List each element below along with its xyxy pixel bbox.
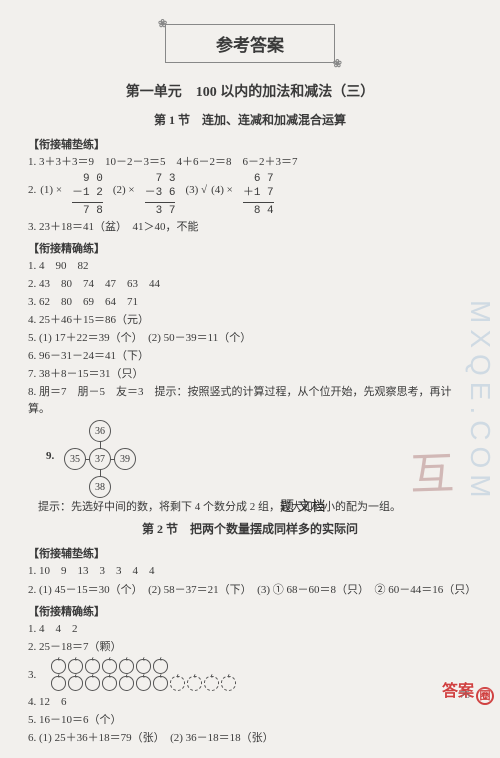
calc-top: 7 3	[145, 172, 176, 186]
apples-row1	[51, 659, 236, 674]
calc-res: 8 4	[243, 202, 274, 218]
apple-icon	[153, 659, 168, 674]
calc-top: 9 0	[72, 172, 103, 186]
s1-q9-label: 9.	[46, 450, 54, 462]
section2-group2-label: 【衔接精确练】	[28, 603, 472, 619]
s2-p2: 2. 25－18＝7（颗）	[28, 639, 472, 656]
s1-q2-row: 2. (1) × 9 0 －1 2 7 8 (2) × 7 3 －3 6 3 7…	[28, 172, 472, 218]
answer-title-box: 参考答案	[165, 24, 335, 63]
s1-q3: 3. 23＋18＝41（盆） 41＞40，不能	[28, 219, 472, 236]
node-bottom: 38	[89, 476, 111, 498]
section1-title: 第 1 节 连加、连减和加减混合运算	[28, 111, 472, 128]
apple-icon	[136, 659, 151, 674]
s2-p6: 6. (1) 25＋36＋18＝79（张） (2) 36－18＝18（张）	[28, 730, 472, 747]
s1-q2-p1-calc: 9 0 －1 2 7 8	[72, 172, 103, 218]
watermark-mxqe: MXQE.COM	[464, 300, 496, 504]
s2-q1: 1. 10 9 13 3 3 4 4	[28, 563, 472, 580]
section2-group1-label: 【衔接辅垫练】	[28, 545, 472, 561]
apple-icon	[102, 659, 117, 674]
s1-p5: 5. (1) 17＋22＝39（个） (2) 50－39＝11（个）	[28, 330, 472, 347]
s1-p8: 8. 朋＝7 朋－5 友＝3 提示：按照竖式的计算过程，从个位开始，先观察思考，…	[28, 384, 472, 418]
s1-q2-p2-calc: 7 3 －3 6 3 7	[145, 172, 176, 218]
s1-p3: 3. 62 80 69 64 71	[28, 294, 472, 311]
s1-p1: 1. 4 90 82	[28, 258, 472, 275]
node-right: 39	[114, 448, 136, 470]
s1-q2-p1-lbl: (1) ×	[40, 172, 62, 196]
node-left: 35	[64, 448, 86, 470]
apple-icon	[221, 676, 236, 691]
s1-q2-p3-lbl: (3) √	[185, 172, 207, 196]
apple-icon	[85, 676, 100, 691]
node-mid: 37	[89, 448, 111, 470]
s1-q9-hint: 提示：先选好中间的数，将剩下 4 个数分成 2 组，较大和较小的配为一组。	[28, 499, 472, 516]
calc-res: 7 8	[72, 202, 103, 218]
s1-q9-diagram: 9. 36 35 37 39 38	[46, 420, 156, 498]
apple-icon	[136, 676, 151, 691]
apple-icon	[119, 676, 134, 691]
page-number: 75	[460, 690, 470, 701]
s1-q2-p4-lbl: (4) ×	[211, 172, 233, 196]
s1-p4: 4. 25＋46＋15＝86（元）	[28, 312, 472, 329]
apple-icon	[51, 676, 66, 691]
s1-q2-p4-calc: 6 7 ＋1 7 8 4	[243, 172, 274, 218]
section2-title: 第 2 节 把两个数量摆成同样多的实际问	[28, 520, 472, 537]
watermark-daanquan-ring: 圈	[476, 687, 494, 705]
calc-mid: ＋1 7	[243, 186, 274, 200]
s2-q2: 2. (1) 45－15＝30（个） (2) 58－37＝21（下） (3) ①…	[28, 582, 472, 599]
page-root: 参考答案 第一单元 100 以内的加法和减法（三） 第 1 节 连加、连减和加减…	[0, 0, 500, 758]
s1-p2: 2. 43 80 74 47 63 44	[28, 276, 472, 293]
apple-icon	[102, 676, 117, 691]
calc-mid: －3 6	[145, 186, 176, 200]
apple-icon	[68, 676, 83, 691]
s2-p5: 5. 16－10＝6（个）	[28, 712, 472, 729]
answer-title: 参考答案	[216, 36, 284, 55]
s1-q1: 1. 3＋3＋3＝9 10－2－3＝5 4＋6－2＝8 6－2＋3＝7	[28, 154, 472, 171]
calc-mid: －1 2	[72, 186, 103, 200]
apple-icon	[68, 659, 83, 674]
apple-icon	[119, 659, 134, 674]
apple-icon	[153, 676, 168, 691]
apple-icon	[170, 676, 185, 691]
apple-icon	[51, 659, 66, 674]
apple-icon	[187, 676, 202, 691]
apple-icon	[85, 659, 100, 674]
s2-p1: 1. 4 4 2	[28, 621, 472, 638]
s2-p3: 3.	[28, 667, 36, 684]
unit-title: 第一单元 100 以内的加法和减法（三）	[28, 81, 472, 101]
s2-p4: 4. 12 6	[28, 694, 472, 711]
apples-row2	[51, 676, 236, 691]
handwritten-note: 题 文档	[280, 496, 326, 516]
s1-p6: 6. 96－31－24＝41（下）	[28, 348, 472, 365]
s1-q2-head: 2.	[28, 172, 36, 196]
s1-p7: 7. 38＋8－15＝31（只）	[28, 366, 472, 383]
calc-top: 6 7	[243, 172, 274, 186]
s1-q2-p2-lbl: (2) ×	[113, 172, 135, 196]
section1-group2-label: 【衔接精确练】	[28, 240, 472, 256]
section1-group1-label: 【衔接辅垫练】	[28, 136, 472, 152]
calc-res: 3 7	[145, 202, 176, 218]
apple-icon	[204, 676, 219, 691]
node-top: 36	[89, 420, 111, 442]
